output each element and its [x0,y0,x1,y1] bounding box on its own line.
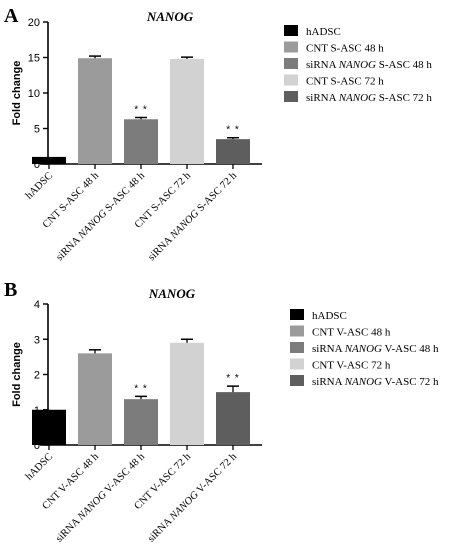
legend-swatch [284,74,298,86]
y-tick-label: 3 [34,334,40,346]
x-tick-label: siRNA NANOG V-ASC 72 h [146,451,240,545]
bar [32,156,66,164]
legend-label: CNT S-ASC 48 h [306,43,384,55]
y-tick-label: 20 [28,17,40,29]
x-tick-label: siRNA NANOG S-ASC 48 h [54,170,147,263]
y-axis-label: Fold change [11,61,23,126]
legend-swatch [290,325,304,337]
significance-annotation: * * [134,383,148,394]
legend-label: hADSC [312,310,347,322]
x-tick-label: hADSC [24,170,55,201]
chart-title: NANOG [146,9,194,24]
legend-label: siRNA NANOG S-ASC 48 h [306,59,432,71]
panel-letter: B [4,279,17,301]
bar [78,353,112,445]
bar [32,409,66,445]
chart-panel-a: A NANOG Fold change 0 5 10 15 20 hADSC CNT S-ASC … [4,5,432,263]
legend-swatch [290,358,304,370]
y-axis-label: Fold change [11,342,23,407]
legend-label: CNT V-ASC 48 h [312,327,391,339]
y-tick-label: 4 [34,299,40,311]
bar [216,139,250,164]
y-tick-label: 5 [34,124,40,136]
legend-label: hADSC [306,26,341,38]
legend-swatch [284,25,298,36]
significance-annotation: * * [226,125,240,136]
x-tick-label: hADSC [24,451,55,482]
significance-annotation: * * [226,373,240,384]
legend-label: siRNA NANOG S-ASC 72 h [306,92,432,104]
y-tick-label: 0 [34,440,40,452]
legend-swatch [284,91,298,102]
y-tick-label: 2 [34,370,40,382]
bar [170,58,204,164]
panel-letter: A [4,5,19,27]
y-tick-label: 10 [28,88,40,100]
bar [216,392,250,445]
chart-title: NANOG [148,286,196,301]
bar [124,399,158,445]
bar [78,58,112,164]
y-tick-label: 0 [34,159,40,171]
y-tick-label: 15 [28,53,40,65]
legend-label: siRNA NANOG V-ASC 48 h [312,343,439,355]
legend-swatch [290,375,304,386]
legend-swatch [290,342,304,353]
x-tick-label: siRNA NANOG S-ASC 72 h [146,170,239,263]
bar [124,119,158,164]
bar [170,342,204,445]
legend-swatch [284,41,298,53]
significance-annotation: * * [134,104,148,115]
legend-swatch [290,309,304,320]
legend-swatch [284,58,298,69]
legend-label: CNT V-ASC 72 h [312,360,391,372]
x-tick-label: siRNA NANOG V-ASC 48 h [54,451,148,545]
legend-label: siRNA NANOG V-ASC 72 h [312,376,439,388]
legend-label: CNT S-ASC 72 h [306,76,384,88]
